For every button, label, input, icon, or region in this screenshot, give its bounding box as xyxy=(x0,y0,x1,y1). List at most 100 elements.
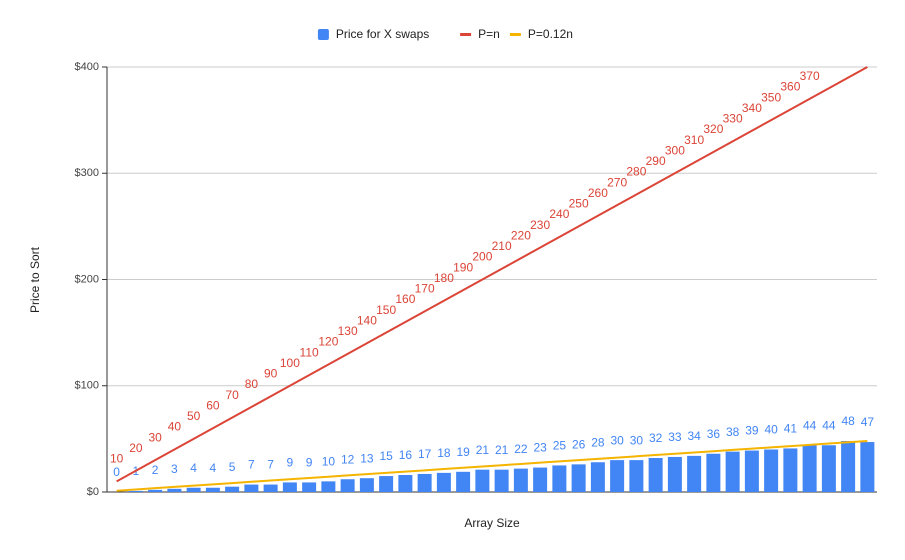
bar xyxy=(244,484,259,492)
data-label: 4 xyxy=(190,461,197,475)
bar xyxy=(398,475,413,492)
data-label: 10 xyxy=(110,452,124,466)
data-label: 19 xyxy=(456,445,470,459)
data-label: 44 xyxy=(803,418,817,432)
bar xyxy=(359,478,374,492)
data-label: 260 xyxy=(588,186,608,200)
data-label: 7 xyxy=(267,458,274,472)
data-label: 280 xyxy=(626,165,646,179)
data-label: 340 xyxy=(742,101,762,115)
data-label: 50 xyxy=(187,409,201,423)
data-label: 40 xyxy=(764,423,778,437)
data-label: 39 xyxy=(745,424,759,438)
bar xyxy=(610,460,625,492)
data-label: 30 xyxy=(148,430,162,444)
data-label: 36 xyxy=(707,427,721,441)
bar xyxy=(436,472,451,492)
data-label: 9 xyxy=(287,456,294,470)
data-label: 350 xyxy=(761,90,781,104)
legend-label: P=n xyxy=(478,27,500,41)
data-label: 4 xyxy=(210,461,217,475)
data-label: 48 xyxy=(841,414,855,428)
data-label: 22 xyxy=(514,442,528,456)
data-label: 310 xyxy=(684,133,704,147)
data-label: 240 xyxy=(549,207,569,221)
data-label: 26 xyxy=(572,438,586,452)
y-tick-label: $0 xyxy=(87,486,99,498)
bar xyxy=(667,456,682,492)
data-label: 130 xyxy=(338,324,358,338)
data-label: 80 xyxy=(245,377,259,391)
data-label: 7 xyxy=(248,458,255,472)
bar xyxy=(302,482,317,492)
bar xyxy=(417,473,432,492)
data-label: 21 xyxy=(476,443,490,457)
y-axis-title: Price to Sort xyxy=(28,246,42,313)
data-label: 170 xyxy=(415,282,435,296)
data-label: 15 xyxy=(379,449,393,463)
bar xyxy=(629,460,644,492)
data-label: 23 xyxy=(533,441,547,455)
data-label: 120 xyxy=(318,335,338,349)
bar xyxy=(263,484,278,492)
data-label: 30 xyxy=(610,433,624,447)
bar xyxy=(744,450,759,492)
bar xyxy=(128,490,143,492)
data-label: 2 xyxy=(152,463,159,477)
data-label: 230 xyxy=(530,218,550,232)
data-label: 290 xyxy=(646,154,666,168)
data-label: 28 xyxy=(591,435,605,449)
bar xyxy=(321,481,336,492)
bar xyxy=(860,442,875,492)
data-label: 220 xyxy=(511,228,531,242)
data-label: 370 xyxy=(800,69,820,83)
data-label: 32 xyxy=(649,431,663,445)
data-label: 38 xyxy=(726,425,740,439)
data-label: 9 xyxy=(306,456,313,470)
data-label: 100 xyxy=(280,356,300,370)
y-tick-label: $200 xyxy=(75,273,99,285)
data-label: 210 xyxy=(492,239,512,253)
bar xyxy=(764,449,779,492)
line xyxy=(116,440,868,492)
bar xyxy=(186,487,201,492)
data-label: 25 xyxy=(553,439,567,453)
legend-swatch xyxy=(317,29,329,40)
data-label: 12 xyxy=(341,452,355,466)
data-label: 270 xyxy=(607,175,627,189)
data-label: 41 xyxy=(784,422,798,436)
data-label: 40 xyxy=(168,420,182,434)
data-label: 16 xyxy=(399,448,413,462)
bar xyxy=(340,479,355,492)
bar xyxy=(571,464,586,492)
data-label: 70 xyxy=(225,388,239,402)
data-label: 0 xyxy=(113,465,120,479)
bar xyxy=(687,455,702,492)
data-label: 150 xyxy=(376,303,396,317)
bar xyxy=(590,462,605,492)
data-label: 13 xyxy=(360,451,374,465)
bar xyxy=(167,488,182,492)
bar xyxy=(802,445,817,492)
x-axis-title: Array Size xyxy=(464,516,520,530)
y-tick-label: $100 xyxy=(75,380,99,392)
data-label: 90 xyxy=(264,367,278,381)
y-tick-label: $300 xyxy=(75,167,99,179)
bar xyxy=(513,468,528,492)
data-label: 10 xyxy=(322,455,336,469)
data-label: 110 xyxy=(300,345,319,359)
bar xyxy=(475,469,490,492)
data-label: 5 xyxy=(229,460,236,474)
data-label: 160 xyxy=(395,292,415,306)
bar xyxy=(494,469,509,492)
legend-label: P=0.12n xyxy=(528,27,573,41)
data-label: 190 xyxy=(453,260,473,274)
legend-label: Price for X swaps xyxy=(336,27,429,41)
bar xyxy=(533,467,548,492)
line xyxy=(116,66,868,483)
data-label: 300 xyxy=(665,143,685,157)
data-label: 330 xyxy=(723,112,743,126)
bar xyxy=(205,487,220,492)
data-label: 30 xyxy=(630,433,644,447)
